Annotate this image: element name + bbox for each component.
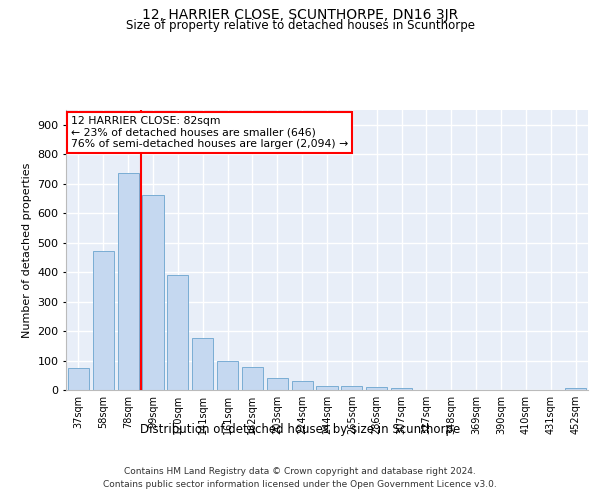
Bar: [167, 275, 188, 390]
Y-axis label: Number of detached properties: Number of detached properties: [22, 162, 32, 338]
Text: Contains public sector information licensed under the Open Government Licence v3: Contains public sector information licen…: [103, 480, 497, 489]
Bar: [565, 388, 586, 390]
Bar: [316, 386, 338, 390]
Bar: [341, 386, 362, 390]
Text: 12, HARRIER CLOSE, SCUNTHORPE, DN16 3JR: 12, HARRIER CLOSE, SCUNTHORPE, DN16 3JR: [142, 8, 458, 22]
Bar: [242, 368, 263, 390]
Bar: [292, 381, 313, 390]
Bar: [391, 388, 412, 390]
Bar: [366, 387, 387, 390]
Text: Contains HM Land Registry data © Crown copyright and database right 2024.: Contains HM Land Registry data © Crown c…: [124, 468, 476, 476]
Text: Distribution of detached houses by size in Scunthorpe: Distribution of detached houses by size …: [140, 422, 460, 436]
Bar: [68, 368, 89, 390]
Bar: [118, 174, 139, 390]
Bar: [267, 378, 288, 390]
Text: 12 HARRIER CLOSE: 82sqm
← 23% of detached houses are smaller (646)
76% of semi-d: 12 HARRIER CLOSE: 82sqm ← 23% of detache…: [71, 116, 349, 149]
Bar: [192, 338, 213, 390]
Bar: [142, 196, 164, 390]
Text: Size of property relative to detached houses in Scunthorpe: Size of property relative to detached ho…: [125, 19, 475, 32]
Bar: [93, 250, 114, 390]
Bar: [217, 360, 238, 390]
